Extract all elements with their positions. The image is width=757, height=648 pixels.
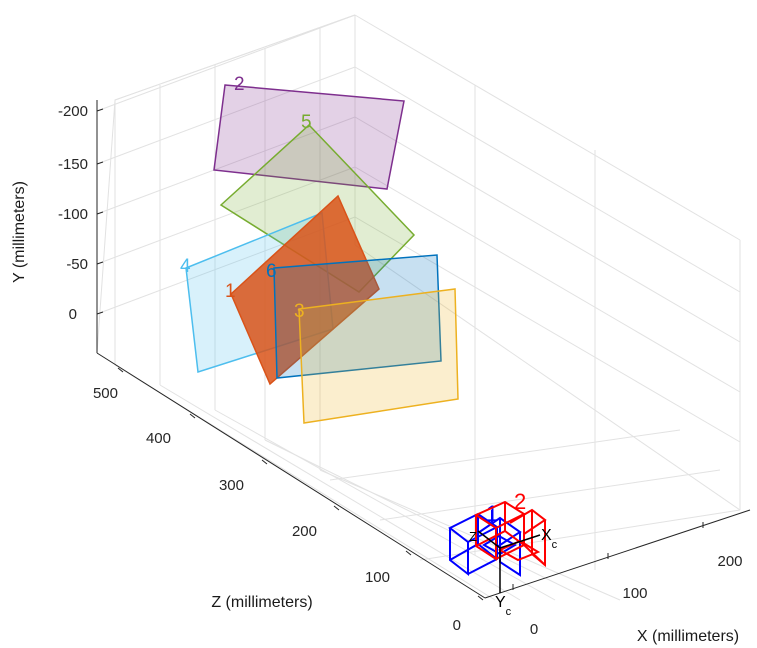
camera-y-axis-label: Yc	[495, 594, 512, 618]
board-6-label: 6	[266, 261, 277, 282]
x-axis-line	[484, 509, 751, 599]
axes	[96, 100, 751, 599]
board-2-plane	[213, 84, 405, 190]
z-axis-label: Z (millimeters)	[211, 594, 312, 611]
camera-x-axis-letter: X	[541, 527, 552, 544]
camera-x-axis-sub: c	[552, 539, 558, 551]
x-tick-label: 0	[530, 621, 538, 638]
z-tick-label: 0	[453, 617, 461, 634]
y-tick-label: -100	[58, 206, 88, 223]
y-tick-label: -150	[58, 156, 88, 173]
camera-y-axis-letter: Y	[495, 594, 506, 611]
x-tick-label: 200	[717, 553, 742, 570]
z-tick-label: 300	[219, 477, 244, 494]
x-axis-label: X (millimeters)	[637, 628, 739, 645]
board-6-plane	[273, 254, 442, 379]
board-1-plane	[230, 194, 380, 386]
camera-y-axis-sub: c	[506, 606, 512, 618]
z-tick-labels: 500 400 300 200 100 0	[93, 385, 461, 634]
z-tick-label: 400	[146, 430, 171, 447]
board-2-label: 2	[234, 74, 245, 95]
board-2: 2	[213, 74, 405, 190]
board-3-plane	[298, 288, 459, 424]
y-tick-label: -200	[58, 103, 88, 120]
board-4-label: 4	[180, 256, 191, 277]
camera-z-axis-label: Z	[469, 529, 477, 544]
camera-2: 2	[473, 489, 547, 568]
z-tick-label: 500	[93, 385, 118, 402]
board-3-label: 3	[294, 301, 305, 322]
x-tick-label: 100	[622, 585, 647, 602]
y-tick-label: 0	[69, 306, 77, 323]
y-tick-labels: -200 -150 -100 -50 0	[58, 103, 88, 323]
board-3: 3	[294, 288, 459, 424]
z-tick-label: 100	[365, 569, 390, 586]
camera-axes	[477, 530, 541, 593]
board-5-label: 5	[301, 112, 312, 133]
camera-axes-labels: Xc Yc Z	[469, 527, 558, 618]
camera-2-label: 2	[514, 489, 526, 514]
tick-marks	[96, 108, 704, 601]
boards: 2 5 4 1 6 3	[180, 74, 459, 424]
z-tick-label: 200	[292, 523, 317, 540]
z-axis-line	[96, 352, 486, 599]
board-6: 6	[266, 254, 442, 379]
board-1-label: 1	[225, 281, 236, 302]
camera-x-axis-label: Xc	[541, 527, 558, 551]
y-axis-label: Y (millimeters)	[11, 181, 28, 283]
y-tick-label: -50	[66, 256, 88, 273]
board-1: 1	[225, 194, 380, 386]
x-tick-labels: 0 100 200	[530, 553, 743, 638]
